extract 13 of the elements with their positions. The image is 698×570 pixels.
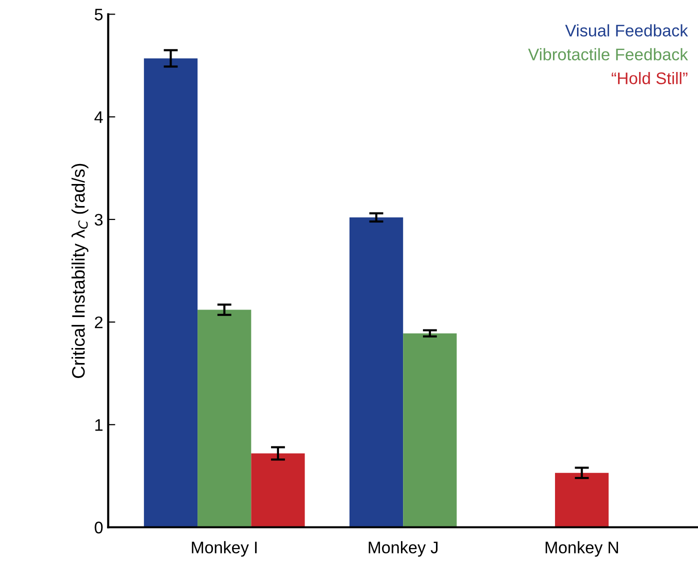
y-axis-title: Critical Instability λ$_{C}$ (rad/s) <box>72 164 88 378</box>
y-tick-label: 4 <box>94 111 103 123</box>
text: “Hold Still” <box>612 72 688 84</box>
y-tick-label: 5 <box>94 8 103 20</box>
x-tick-label: Monkey J <box>368 541 438 557</box>
y-tick-label: 2 <box>94 316 102 328</box>
y-tick-label: 1 <box>95 419 103 431</box>
y-tick-label: 3 <box>94 214 103 226</box>
text: Vibrotactile Feedback <box>528 48 688 60</box>
y-tick-label: 0 <box>94 522 103 534</box>
text: Visual Feedback <box>565 24 688 36</box>
x-tick-label: Monkey N <box>546 541 618 557</box>
x-tick-label: Monkey I <box>192 541 257 557</box>
